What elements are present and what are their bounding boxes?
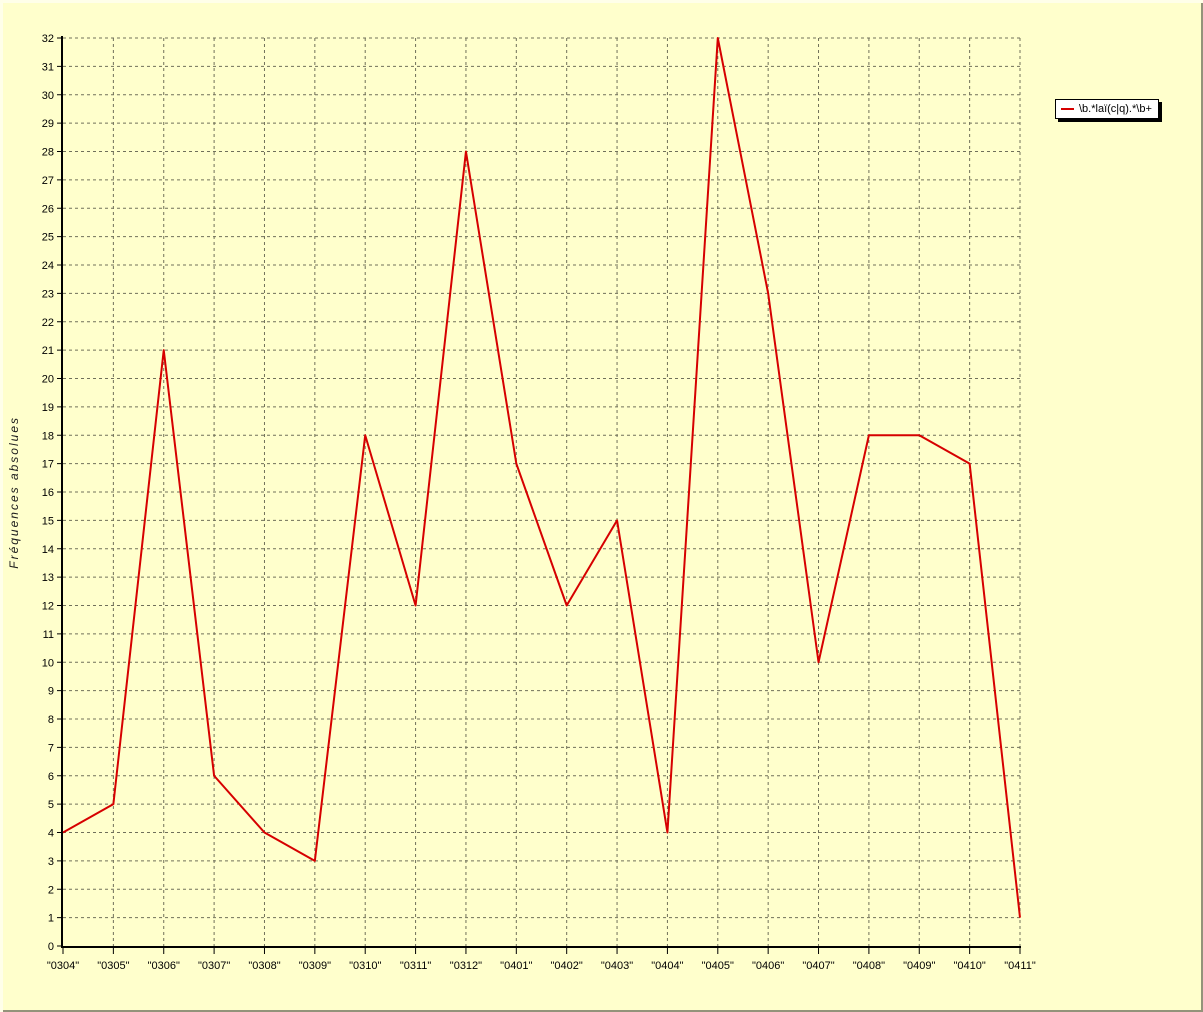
y-tick-label: 1 <box>48 913 54 925</box>
y-tick-label: 20 <box>42 374 54 386</box>
y-tick-label: 17 <box>42 459 54 471</box>
x-tick-label: "0401" <box>500 960 532 972</box>
x-tick-label: "0309" <box>299 960 331 972</box>
y-tick-label: 26 <box>42 203 54 215</box>
y-tick-label: 8 <box>48 714 54 726</box>
x-tick-label: "0305" <box>97 960 129 972</box>
x-tick-label: "0402" <box>551 960 583 972</box>
legend: \b.*laï(c|q).*\b+ <box>1055 99 1159 119</box>
y-axis-title-wrap: Fréquences absolues <box>2 38 26 946</box>
y-tick-label: 28 <box>42 147 54 159</box>
y-tick-label: 24 <box>42 260 54 272</box>
y-tick-label: 16 <box>42 487 54 499</box>
y-tick-label: 2 <box>48 884 54 896</box>
x-tick-label: "0409" <box>903 960 935 972</box>
y-tick-label: 6 <box>48 771 54 783</box>
y-tick-label: 4 <box>48 828 54 840</box>
x-tick-label: "0405" <box>702 960 734 972</box>
x-tick-label: "0404" <box>651 960 683 972</box>
x-tick-label: "0311" <box>400 960 432 972</box>
y-axis-title: Fréquences absolues <box>7 415 21 569</box>
x-tick-label: "0407" <box>802 960 834 972</box>
y-tick-label: 31 <box>42 61 54 73</box>
y-tick-label: 32 <box>42 33 54 45</box>
x-tick-label: "0306" <box>148 960 180 972</box>
legend-label: \b.*laï(c|q).*\b+ <box>1079 103 1152 115</box>
y-tick-label: 30 <box>42 90 54 102</box>
y-tick-label: 29 <box>42 118 54 130</box>
y-tick-label: 12 <box>42 601 54 613</box>
y-tick-label: 9 <box>48 686 54 698</box>
x-tick-label: "0406" <box>752 960 784 972</box>
x-tick-label: "0308" <box>248 960 280 972</box>
y-tick-label: 14 <box>42 544 54 556</box>
y-tick-label: 7 <box>48 742 54 754</box>
x-tick-label: "0410" <box>953 960 985 972</box>
x-tick-label: "0403" <box>601 960 633 972</box>
y-tick-label: 0 <box>48 941 54 953</box>
x-tick-label: "0408" <box>853 960 885 972</box>
y-tick-label: 23 <box>42 288 54 300</box>
y-tick-label: 18 <box>42 430 54 442</box>
y-tick-label: 13 <box>42 572 54 584</box>
x-tick-label: "0307" <box>198 960 230 972</box>
x-tick-label: "0304" <box>47 960 79 972</box>
y-tick-label: 25 <box>42 232 54 244</box>
series-line <box>62 37 1021 918</box>
y-tick-label: 15 <box>42 515 54 527</box>
x-tick-label: "0411" <box>1004 960 1036 972</box>
x-tick-label: "0310" <box>349 960 381 972</box>
y-tick-label: 3 <box>48 856 54 868</box>
x-tick-label: "0312" <box>450 960 482 972</box>
y-tick-label: 11 <box>43 629 54 641</box>
y-tick-label: 21 <box>42 345 54 357</box>
y-tick-label: 10 <box>42 657 54 669</box>
y-tick-label: 22 <box>42 317 54 329</box>
legend-line-marker-icon <box>1061 108 1074 110</box>
y-tick-label: 19 <box>42 402 54 414</box>
y-tick-label: 27 <box>42 175 54 187</box>
y-tick-label: 5 <box>48 799 54 811</box>
